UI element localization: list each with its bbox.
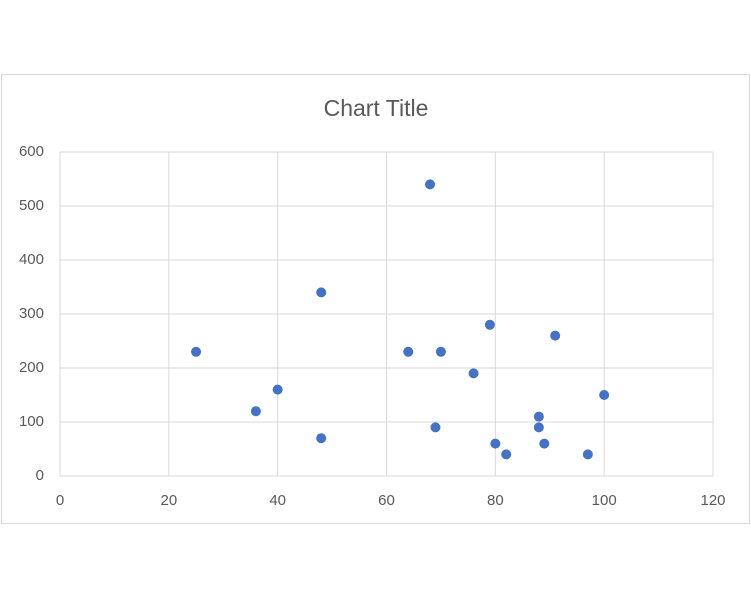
y-tick-label: 200 [19, 359, 44, 376]
x-tick-label: 0 [56, 492, 64, 509]
y-tick-label: 100 [19, 413, 44, 430]
y-tick-label: 300 [19, 305, 44, 322]
x-tick-label: 20 [160, 492, 177, 509]
x-tick-label: 60 [378, 492, 395, 509]
point [435, 346, 446, 357]
point [430, 422, 441, 433]
chart-area [1, 74, 750, 524]
chart-title: Chart Title [324, 95, 429, 121]
point [533, 411, 544, 422]
y-tick-label: 500 [19, 197, 44, 214]
point [550, 330, 561, 341]
point [582, 449, 593, 460]
y-tick-label: 600 [19, 143, 44, 160]
y-tick-label: 400 [19, 251, 44, 268]
point [501, 449, 512, 460]
point [191, 346, 202, 357]
point [599, 390, 610, 400]
x-tick-label: 40 [269, 492, 286, 509]
point [272, 384, 283, 395]
y-tick-label: 0 [36, 467, 44, 484]
point [490, 438, 501, 449]
point [533, 422, 544, 433]
point [250, 406, 261, 417]
x-tick-label: 100 [592, 492, 617, 509]
point [425, 179, 436, 190]
point [403, 346, 414, 357]
point [316, 287, 327, 298]
point [539, 438, 550, 449]
x-tick-label: 80 [487, 492, 504, 509]
point [316, 433, 327, 444]
point [468, 368, 479, 379]
x-tick-label: 120 [700, 492, 725, 509]
point [484, 319, 495, 330]
